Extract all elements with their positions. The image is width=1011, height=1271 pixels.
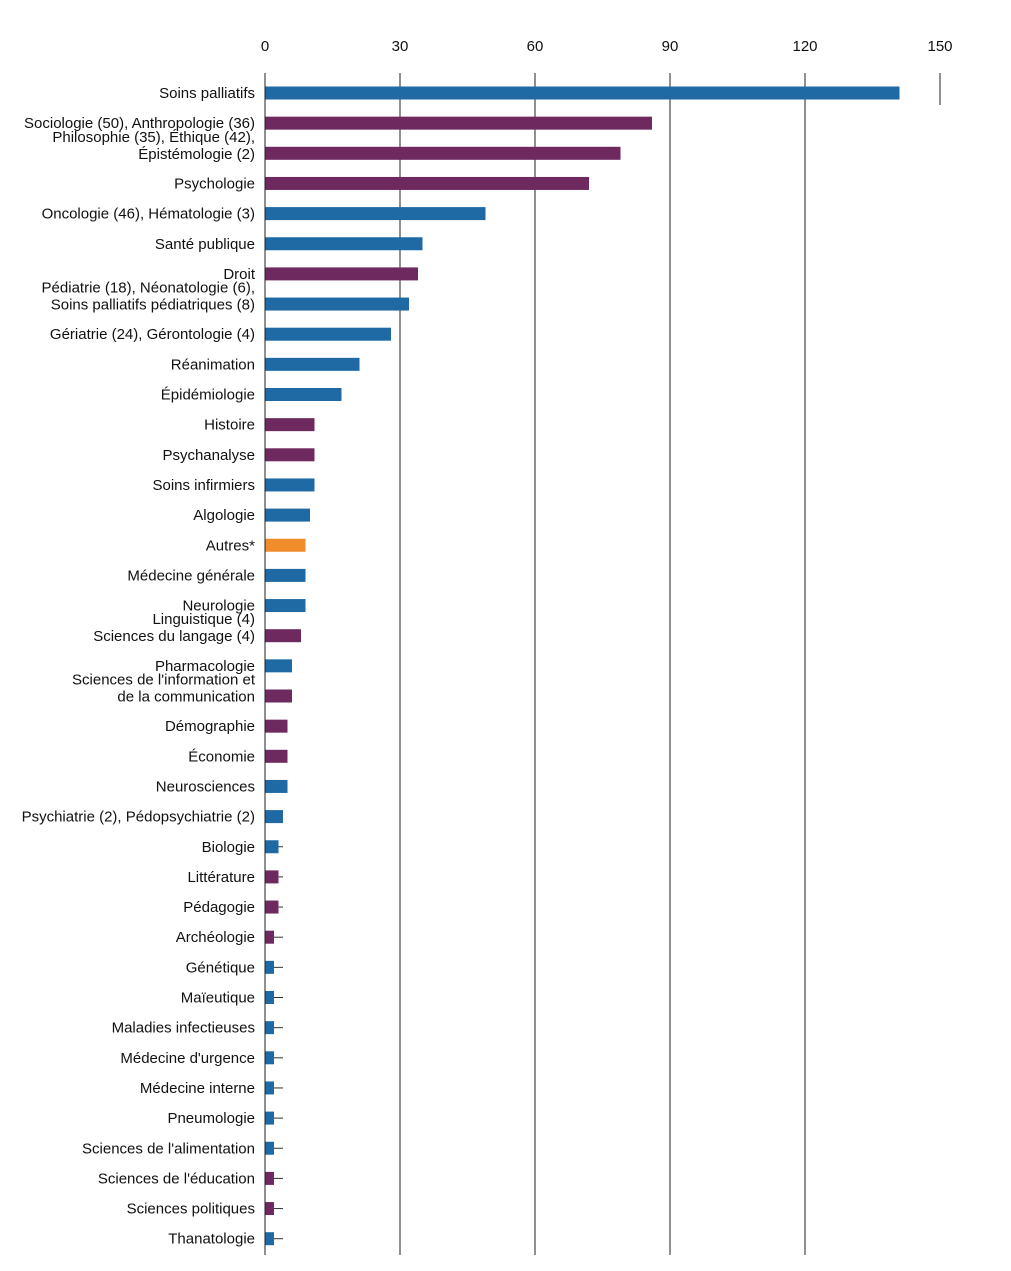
x-axis-ticks: 0 30 60 90 120 150 <box>261 38 953 55</box>
category-label: Neurosciences <box>156 778 255 795</box>
category-label: Sciences de l'éducation <box>98 1170 255 1187</box>
bar <box>265 659 292 673</box>
bar <box>265 960 274 974</box>
category-label: de la communication <box>117 689 255 706</box>
category-label: Gériatrie (24), Gérontologie (4) <box>50 326 255 343</box>
category-label: Sciences politiques <box>127 1201 255 1218</box>
x-tick-label: 60 <box>527 38 544 55</box>
x-tick-label: 30 <box>392 38 409 55</box>
category-label: Pédagogie <box>183 899 255 916</box>
bar <box>265 388 342 401</box>
bar <box>265 538 306 552</box>
bar <box>265 86 900 100</box>
category-label: Maïeutique <box>181 990 255 1007</box>
bar <box>265 297 409 311</box>
x-tick-label: 0 <box>261 38 269 55</box>
category-label: Neurologie <box>182 598 255 615</box>
category-label: Algologie <box>193 507 255 524</box>
category-label: Linguistique (4) <box>152 611 255 628</box>
category-label: Épidémiologie <box>161 387 255 404</box>
bar <box>265 930 274 944</box>
category-label: Archéologie <box>176 929 255 946</box>
bar <box>265 448 315 462</box>
bar <box>265 689 292 703</box>
category-label: Sciences de l'alimentation <box>82 1140 255 1157</box>
category-label: Littérature <box>187 869 255 886</box>
x-tick-label: 120 <box>792 38 817 55</box>
category-label: Biologie <box>202 839 255 856</box>
category-label: Médecine générale <box>127 567 255 584</box>
category-label: Pneumologie <box>167 1110 255 1127</box>
category-label: Démographie <box>165 718 255 735</box>
category-label: Génétique <box>186 959 255 976</box>
bar <box>265 237 423 251</box>
category-label: Soins palliatifs pédiatriques (8) <box>51 297 255 314</box>
category-label: Autres* <box>206 537 255 554</box>
x-tick-label: 150 <box>927 38 952 55</box>
category-label: Philosophie (35), Éthique (42), <box>52 129 255 146</box>
bar <box>265 749 288 763</box>
category-label: Oncologie (46), Hématologie (3) <box>42 206 255 223</box>
bar <box>265 599 306 613</box>
bar <box>265 1141 274 1155</box>
bar <box>265 1051 274 1065</box>
bars <box>265 86 900 1246</box>
category-label: Pharmacologie <box>155 658 255 675</box>
category-label: Médecine d'urgence <box>120 1050 255 1067</box>
category-label: Réanimation <box>171 356 255 373</box>
bar <box>265 1081 274 1095</box>
category-label: Épistémologie (2) <box>138 146 255 163</box>
category-label: Pédiatrie (18), Néonatologie (6), <box>42 280 255 297</box>
x-tick-label: 90 <box>662 38 679 55</box>
bar <box>265 629 301 643</box>
category-label: Médecine interne <box>140 1080 255 1097</box>
category-label: Psychanalyse <box>162 447 255 464</box>
category-label: Psychologie <box>174 175 255 192</box>
gridlines <box>399 73 941 1255</box>
category-label: Histoire <box>204 417 255 434</box>
bar <box>265 900 279 914</box>
bar <box>265 116 652 130</box>
bar <box>265 267 418 281</box>
bar <box>265 508 310 522</box>
bar <box>265 1232 274 1246</box>
category-label: Psychiatrie (2), Pédopsychiatrie (2) <box>22 809 255 826</box>
bar <box>265 840 279 854</box>
category-label: Sciences de l'information et <box>72 672 256 689</box>
category-label: Économie <box>188 748 255 765</box>
category-label: Sciences du langage (4) <box>93 628 255 645</box>
category-label: Sociologie (50), Anthropologie (36) <box>24 115 255 132</box>
bar <box>265 176 589 190</box>
bar <box>265 1021 274 1035</box>
bar <box>265 719 288 733</box>
category-label: Thanatologie <box>168 1231 255 1248</box>
bar <box>265 1111 274 1125</box>
bar <box>265 327 391 341</box>
bar <box>265 146 621 160</box>
bar <box>265 810 283 824</box>
bar <box>265 991 274 1004</box>
category-label: Maladies infectieuses <box>112 1020 255 1037</box>
bar <box>265 207 486 221</box>
bar <box>265 870 279 884</box>
category-label: Soins palliatifs <box>159 85 255 102</box>
bar <box>265 418 315 432</box>
category-label: Santé publique <box>155 236 255 253</box>
bar <box>265 1202 274 1216</box>
category-label: Droit <box>223 266 256 283</box>
bar <box>265 1171 274 1185</box>
bar <box>265 568 306 582</box>
category-label: Soins infirmiers <box>152 477 255 494</box>
bar <box>265 478 315 492</box>
category-labels: Soins palliatifs Sociologie (50), Anthrop… <box>22 85 256 1248</box>
bar <box>265 779 288 793</box>
bar <box>265 357 360 371</box>
